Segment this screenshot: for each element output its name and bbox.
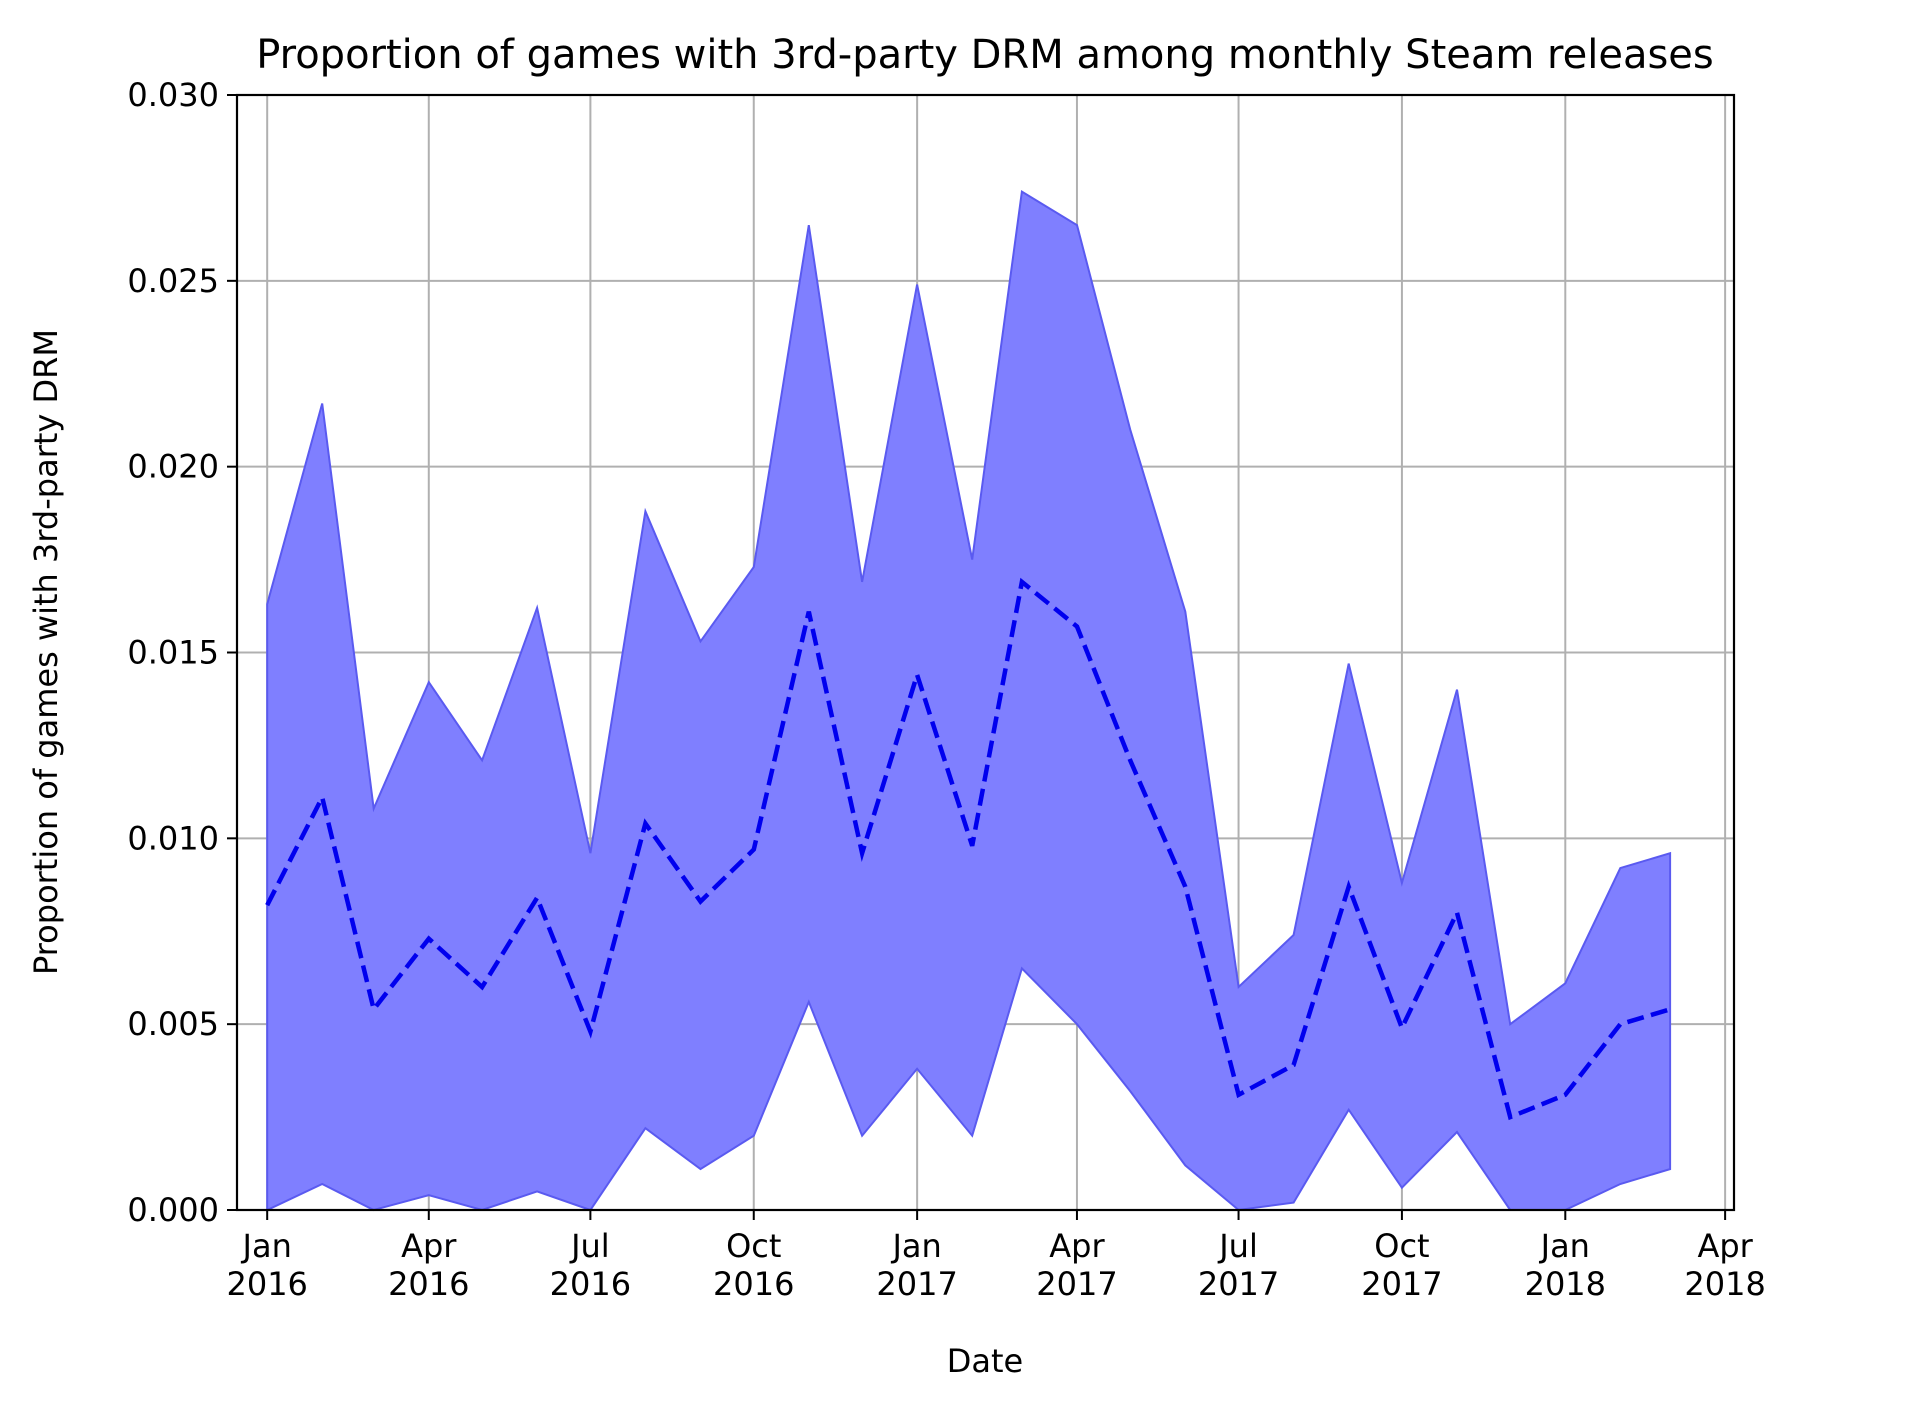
mean-dashed-line	[265, 577, 1671, 1121]
x-tick-label-month: Oct	[1374, 1227, 1429, 1265]
x-tick-label-year: 2017	[1198, 1265, 1279, 1303]
x-tick-label-month: Oct	[726, 1227, 781, 1265]
y-tick-label: 0.030	[127, 76, 219, 114]
x-tick-label-year: 2017	[1361, 1265, 1442, 1303]
x-tick-label-month: Apr	[1697, 1227, 1753, 1265]
y-tick-label: 0.005	[127, 1005, 219, 1043]
mean-line-layer	[265, 577, 1671, 1121]
tick-layer: Jan2016Apr2016Jul2016Oct2016Jan2017Apr20…	[127, 76, 1765, 1303]
y-tick-label: 0.000	[127, 1191, 219, 1229]
x-tick-label-month: Jan	[241, 1227, 292, 1265]
x-tick-label-year: 2016	[388, 1265, 469, 1303]
x-tick-label-year: 2018	[1684, 1265, 1765, 1303]
x-tick-label-month: Jul	[1217, 1227, 1258, 1265]
x-tick-label-year: 2017	[876, 1265, 957, 1303]
x-tick-label-year: 2017	[1036, 1265, 1117, 1303]
x-tick-label-month: Jan	[890, 1227, 941, 1265]
x-tick-label-month: Jan	[1539, 1227, 1590, 1265]
x-tick-label-year: 2016	[713, 1265, 794, 1303]
x-tick-label-year: 2016	[226, 1265, 307, 1303]
x-tick-label-year: 2016	[550, 1265, 631, 1303]
y-tick-label: 0.010	[127, 819, 219, 857]
y-tick-label: 0.015	[127, 634, 219, 672]
x-tick-label-month: Apr	[401, 1227, 457, 1265]
y-tick-label: 0.025	[127, 262, 219, 300]
x-tick-label-year: 2018	[1525, 1265, 1606, 1303]
confidence-band-layer	[266, 189, 1672, 1212]
y-axis-label: Proportion of games with 3rd-party DRM	[27, 329, 65, 975]
confidence-band-area	[266, 189, 1672, 1212]
chart-title: Proportion of games with 3rd-party DRM a…	[256, 32, 1714, 78]
x-axis-label: Date	[947, 1342, 1023, 1380]
y-tick-label: 0.020	[127, 448, 219, 486]
x-tick-label-month: Apr	[1049, 1227, 1105, 1265]
x-tick-label-month: Jul	[569, 1227, 610, 1265]
